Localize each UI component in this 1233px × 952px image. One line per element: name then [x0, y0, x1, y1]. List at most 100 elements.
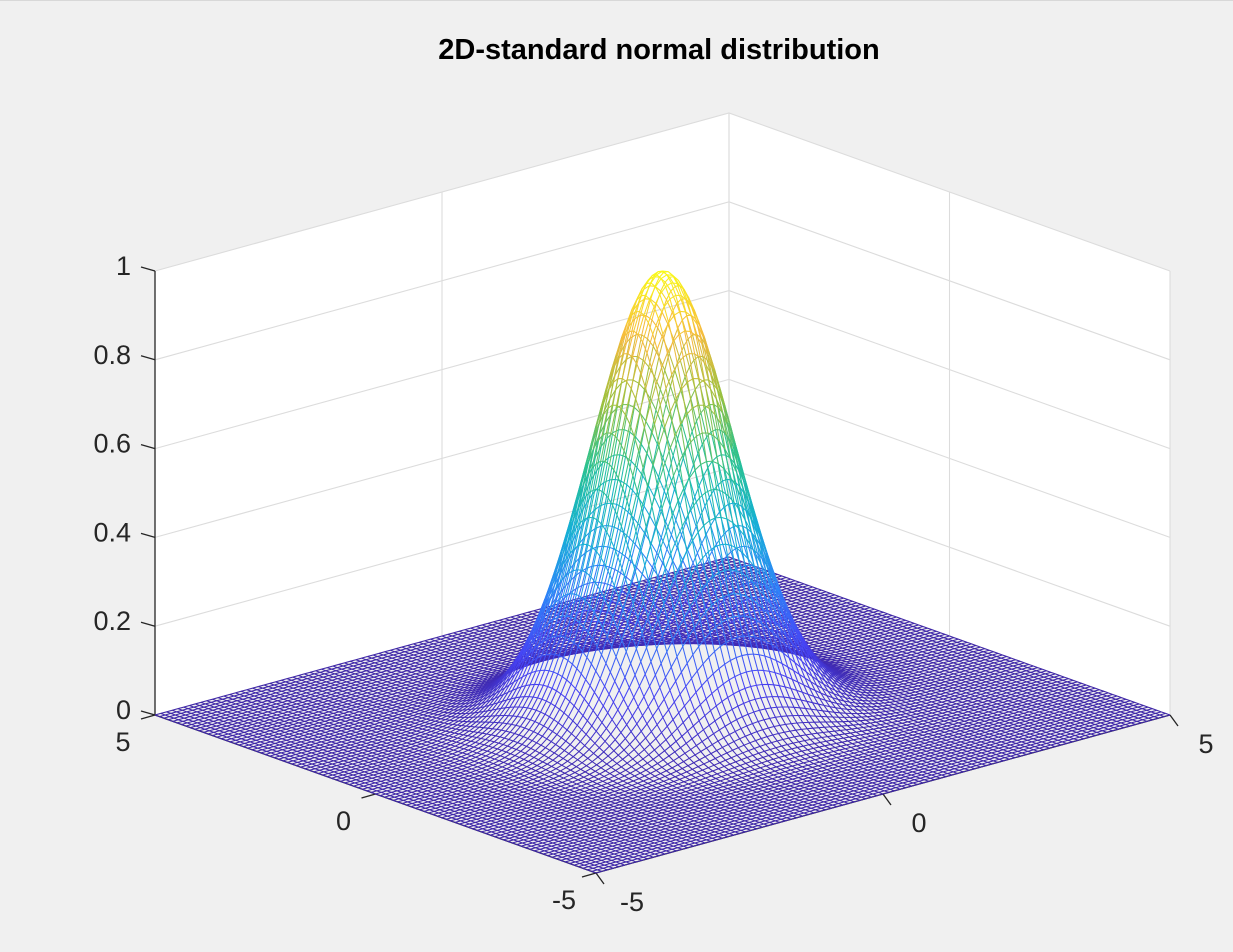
- mesh-segment: [467, 765, 473, 767]
- mesh-segment: [376, 758, 380, 760]
- mesh-segment: [355, 674, 359, 676]
- mesh-segment: [371, 756, 375, 758]
- mesh-segment: [462, 661, 466, 662]
- mesh-segment: [435, 677, 439, 678]
- mesh-segment: [456, 781, 462, 783]
- mesh-segment: [241, 728, 245, 730]
- mesh-segment: [190, 717, 194, 719]
- mesh-segment: [435, 721, 439, 722]
- mesh-segment: [445, 758, 451, 760]
- mesh-segment: [379, 688, 385, 690]
- mesh-segment: [393, 753, 397, 755]
- mesh-segment: [314, 699, 318, 701]
- mesh-segment: [361, 756, 365, 758]
- mesh-segment: [311, 694, 315, 696]
- mesh-segment: [479, 656, 483, 657]
- mesh-segment: [393, 789, 397, 791]
- mesh-segment: [380, 675, 384, 677]
- mesh-segment: [479, 760, 485, 763]
- mesh-segment: [216, 726, 220, 728]
- mesh-segment: [450, 797, 456, 799]
- mesh-segment: [288, 748, 292, 750]
- mesh-segment: [472, 779, 478, 781]
- mesh-segment: [274, 758, 278, 760]
- mesh-segment: [408, 777, 412, 779]
- mesh-segment: [362, 680, 366, 682]
- mesh-segment: [459, 734, 463, 735]
- mesh-segment: [490, 741, 494, 742]
- mesh-segment: [245, 707, 249, 709]
- mesh-segment: [404, 677, 408, 679]
- mesh-segment: [457, 805, 461, 807]
- mesh-segment: [290, 720, 294, 722]
- mesh-segment: [487, 751, 491, 752]
- mesh-segment: [427, 703, 433, 705]
- mesh-segment: [398, 704, 402, 705]
- mesh-segment: [452, 816, 458, 818]
- mesh-segment: [293, 688, 297, 690]
- mesh-segment: [350, 759, 354, 761]
- mesh-segment: [369, 712, 373, 714]
- mesh-segment: [487, 734, 491, 735]
- mesh-segment: [166, 712, 170, 714]
- mesh-segment: [364, 786, 368, 788]
- mesh-segment: [380, 723, 384, 725]
- mesh-segment: [464, 669, 468, 670]
- mesh-segment: [269, 732, 275, 734]
- mesh-segment: [335, 747, 339, 749]
- mesh-segment: [403, 669, 407, 671]
- mesh-segment: [343, 775, 347, 777]
- mesh-segment: [397, 743, 401, 745]
- mesh-segment: [247, 701, 251, 703]
- mesh-segment: [470, 742, 476, 745]
- mesh-segment: [493, 647, 497, 649]
- mesh-segment: [444, 680, 448, 681]
- mesh-segment: [476, 661, 482, 663]
- mesh-segment: [446, 638, 450, 640]
- mesh-segment: [331, 742, 335, 744]
- mesh-segment: [278, 712, 282, 714]
- mesh-segment: [355, 685, 359, 687]
- mesh-segment: [281, 717, 285, 719]
- mesh-segment: [295, 732, 299, 734]
- mesh-segment: [406, 805, 410, 807]
- mesh-segment: [378, 788, 382, 790]
- mesh-segment: [385, 735, 389, 737]
- mesh-segment: [443, 776, 449, 778]
- mesh-segment: [430, 747, 434, 748]
- mesh-segment: [454, 679, 458, 680]
- mesh-segment: [312, 764, 316, 766]
- mesh-segment: [242, 713, 246, 715]
- mesh-segment: [257, 701, 261, 703]
- mesh-segment: [383, 727, 387, 729]
- mesh-segment: [517, 627, 521, 629]
- mesh-segment: [405, 772, 409, 774]
- mesh-segment: [289, 734, 293, 736]
- mesh-segment: [309, 770, 313, 772]
- mesh-segment: [393, 691, 397, 693]
- mesh-segment: [476, 768, 482, 770]
- mesh-segment: [414, 736, 420, 738]
- mesh-segment: [438, 751, 444, 753]
- mesh-segment: [368, 715, 372, 717]
- mesh-segment: [414, 726, 418, 727]
- mesh-segment: [459, 774, 465, 776]
- mesh-segment: [467, 700, 471, 701]
- mesh-segment: [227, 712, 231, 714]
- mesh-segment: [302, 762, 308, 764]
- mesh-segment: [340, 770, 344, 772]
- mesh-segment: [393, 800, 397, 802]
- mesh-segment: [403, 753, 407, 755]
- mesh-segment: [323, 750, 327, 752]
- mesh-segment: [361, 672, 365, 674]
- mesh-segment: [444, 773, 450, 775]
- mesh-segment: [482, 661, 486, 662]
- mesh-segment: [424, 691, 428, 692]
- mesh-segment: [424, 737, 428, 738]
- mesh-segment: [468, 680, 472, 681]
- mesh-segment: [258, 712, 262, 714]
- mesh-segment: [403, 680, 407, 682]
- mesh-segment: [349, 773, 353, 775]
- mesh-segment: [409, 760, 415, 762]
